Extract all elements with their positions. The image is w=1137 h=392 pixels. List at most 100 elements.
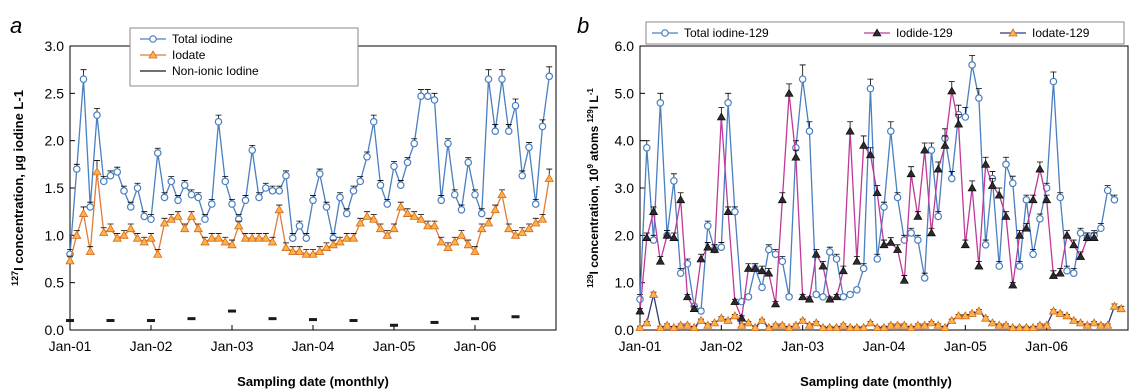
data-point bbox=[268, 187, 277, 195]
data-point bbox=[1029, 250, 1037, 259]
panel-b-x-axis-label: Sampling date (monthly) bbox=[800, 374, 952, 389]
data-point bbox=[139, 237, 149, 246]
data-point bbox=[437, 196, 446, 205]
data-point bbox=[1048, 306, 1059, 315]
data-point bbox=[402, 208, 413, 217]
data-point bbox=[147, 319, 155, 323]
panel-a-x-axis: Jan-01 Jan-02 Jan-03 Jan-04 Jan-05 Jan-06 bbox=[49, 325, 497, 354]
y-tick-label: 5.0 bbox=[615, 85, 635, 101]
data-point bbox=[1015, 262, 1024, 270]
data-point bbox=[655, 256, 665, 265]
data-point bbox=[995, 262, 1004, 270]
data-point bbox=[1041, 320, 1052, 329]
legend-label: Iodate-129 bbox=[1032, 26, 1090, 40]
data-point bbox=[635, 306, 645, 315]
panel-a-y-axis: 0.0 0.5 1.0 1.5 2.0 2.5 3.0 bbox=[45, 38, 75, 338]
data-point bbox=[538, 122, 547, 131]
data-point bbox=[865, 318, 876, 327]
data-point bbox=[933, 164, 943, 173]
data-point bbox=[838, 320, 849, 329]
data-point bbox=[207, 200, 216, 208]
data-point bbox=[146, 233, 156, 242]
data-point bbox=[994, 190, 1004, 199]
data-point bbox=[893, 193, 902, 202]
data-point bbox=[717, 243, 726, 251]
data-point bbox=[1069, 269, 1078, 278]
data-point bbox=[635, 322, 645, 332]
data-point bbox=[689, 304, 699, 313]
data-point bbox=[845, 126, 855, 135]
data-point bbox=[649, 236, 658, 244]
x-tick-label: Jan-02 bbox=[700, 338, 743, 354]
data-point bbox=[846, 290, 854, 299]
data-point bbox=[812, 290, 821, 299]
data-point bbox=[832, 255, 841, 263]
data-point bbox=[764, 322, 774, 332]
series-total-iodine-129 bbox=[636, 55, 1119, 315]
data-point bbox=[174, 196, 182, 205]
data-point bbox=[498, 75, 506, 83]
data-point bbox=[99, 227, 109, 236]
data-point bbox=[1102, 320, 1113, 329]
data-point bbox=[207, 233, 217, 242]
data-point bbox=[662, 230, 672, 239]
data-point bbox=[859, 140, 869, 149]
data-point bbox=[99, 177, 108, 186]
data-point bbox=[274, 204, 284, 214]
data-point bbox=[430, 320, 439, 324]
y-tick-label: 2.5 bbox=[45, 85, 65, 101]
panel-a-legend: Total iodine Iodate Non-ionic Iodine bbox=[129, 27, 359, 87]
data-point bbox=[497, 189, 507, 199]
data-point bbox=[770, 320, 781, 329]
data-point bbox=[737, 313, 747, 322]
data-point bbox=[758, 283, 766, 292]
panel-a-y-label-sup: 127 bbox=[10, 271, 20, 286]
data-point bbox=[703, 222, 712, 230]
data-point bbox=[872, 188, 882, 197]
data-point bbox=[369, 214, 379, 223]
x-tick-label: Jan-06 bbox=[1025, 338, 1068, 354]
data-point bbox=[960, 240, 970, 249]
data-point bbox=[213, 233, 224, 242]
data-point bbox=[315, 246, 325, 255]
y-tick-label: 3.0 bbox=[615, 180, 635, 196]
data-point bbox=[947, 174, 956, 183]
data-point bbox=[947, 315, 957, 324]
panel-b-label: b bbox=[577, 13, 589, 38]
x-tick-label: Jan-04 bbox=[863, 338, 906, 354]
data-point bbox=[119, 230, 129, 239]
data-point bbox=[1116, 303, 1126, 313]
data-point bbox=[261, 233, 271, 242]
data-point bbox=[940, 322, 950, 332]
panel-b-plot-area bbox=[639, 45, 1129, 331]
data-point bbox=[1075, 318, 1086, 327]
data-point bbox=[423, 221, 433, 230]
data-point bbox=[906, 322, 916, 332]
data-point bbox=[886, 320, 896, 329]
data-point bbox=[403, 158, 412, 167]
panel-b-y-label-sup3: 129 bbox=[586, 109, 595, 123]
data-point bbox=[194, 193, 203, 202]
data-point bbox=[133, 184, 142, 192]
data-point bbox=[321, 242, 332, 252]
y-tick-label: 1.5 bbox=[45, 180, 65, 196]
data-point bbox=[858, 322, 869, 332]
data-point bbox=[510, 230, 521, 239]
data-point bbox=[1036, 214, 1044, 223]
data-point bbox=[65, 256, 75, 265]
series-iodide-129 bbox=[635, 81, 1099, 322]
data-point bbox=[180, 223, 190, 233]
data-point bbox=[166, 214, 176, 223]
data-point bbox=[907, 229, 915, 237]
data-point bbox=[396, 181, 405, 189]
data-point bbox=[724, 99, 732, 107]
data-point bbox=[328, 239, 338, 249]
panel-b-y-label-tail: atoms bbox=[587, 125, 601, 161]
data-point bbox=[268, 317, 277, 321]
data-point bbox=[811, 249, 821, 258]
data-point bbox=[750, 322, 760, 332]
data-point bbox=[1097, 224, 1105, 233]
data-point bbox=[797, 315, 808, 324]
data-point bbox=[1082, 320, 1093, 329]
data-point bbox=[362, 211, 372, 220]
